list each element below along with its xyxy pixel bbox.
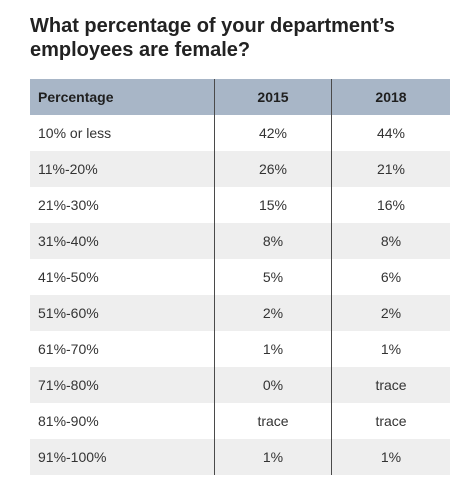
cell-2018: 44% <box>331 115 450 151</box>
cell-2018: 6% <box>331 259 450 295</box>
row-label: 41%-50% <box>38 269 99 285</box>
data-table: Percentage 2015 2018 10% or less 42% 44% 11… <box>30 79 450 475</box>
row-label: 81%-90% <box>38 413 99 429</box>
table-body: 10% or less 42% 44% 11%-20% 26% 21% 21%-30% 15%… <box>30 115 450 475</box>
chart-title: What percentage of your department’s emp… <box>30 15 395 61</box>
cell-2015: 1% <box>214 439 332 475</box>
table-row: 41%-50% 5% 6% <box>30 259 450 295</box>
table-row: 10% or less 42% 44% <box>30 115 450 151</box>
cell-2018: 1% <box>331 331 450 367</box>
column-header-2015: 2015 <box>214 79 332 115</box>
cell-2015: 26% <box>214 151 332 187</box>
cell-2018: 8% <box>331 223 450 259</box>
row-label: 21%-30% <box>38 197 99 213</box>
row-label: 61%-70% <box>38 341 99 357</box>
table-row: 31%-40% 8% 8% <box>30 223 450 259</box>
row-label: 31%-40% <box>30 223 215 259</box>
cell-2015: trace <box>214 403 332 439</box>
cell-2018: 16% <box>331 187 450 223</box>
cell-2018: trace <box>331 403 450 439</box>
table-row: 51%-60% 2% 2% <box>30 295 450 331</box>
table-row: 21%-30% 15% 16% <box>30 187 450 223</box>
cell-2018: 1% <box>331 439 450 475</box>
table-row: 81%-90% trace trace <box>30 403 450 439</box>
row-label: 51%-60% <box>30 295 215 331</box>
cell-2015: 0% <box>214 367 332 403</box>
column-header-percentage: Percentage <box>30 79 215 115</box>
table-row: 11%-20% 26% 21% <box>30 151 450 187</box>
cell-2015: 2% <box>214 295 332 331</box>
table-row: 61%-70% 1% 1% <box>30 331 450 367</box>
cell-2018: trace <box>331 367 450 403</box>
table-row: 91%-100% 1% 1% <box>30 439 450 475</box>
row-label: 11%-20% <box>30 151 215 187</box>
cell-2015: 15% <box>214 187 332 223</box>
table-header-row: Percentage 2015 2018 <box>30 79 450 115</box>
row-label: 91%-100% <box>30 439 215 475</box>
cell-2015: 8% <box>214 223 332 259</box>
cell-2015: 1% <box>214 331 332 367</box>
cell-2018: 2% <box>331 295 450 331</box>
column-header-2018: 2018 <box>331 79 450 115</box>
cell-2018: 21% <box>331 151 450 187</box>
cell-2015: 5% <box>214 259 332 295</box>
row-label: 71%-80% <box>30 367 215 403</box>
table-row: 71%-80% 0% trace <box>30 367 450 403</box>
cell-2015: 42% <box>214 115 332 151</box>
row-label: 10% or less <box>38 125 112 141</box>
